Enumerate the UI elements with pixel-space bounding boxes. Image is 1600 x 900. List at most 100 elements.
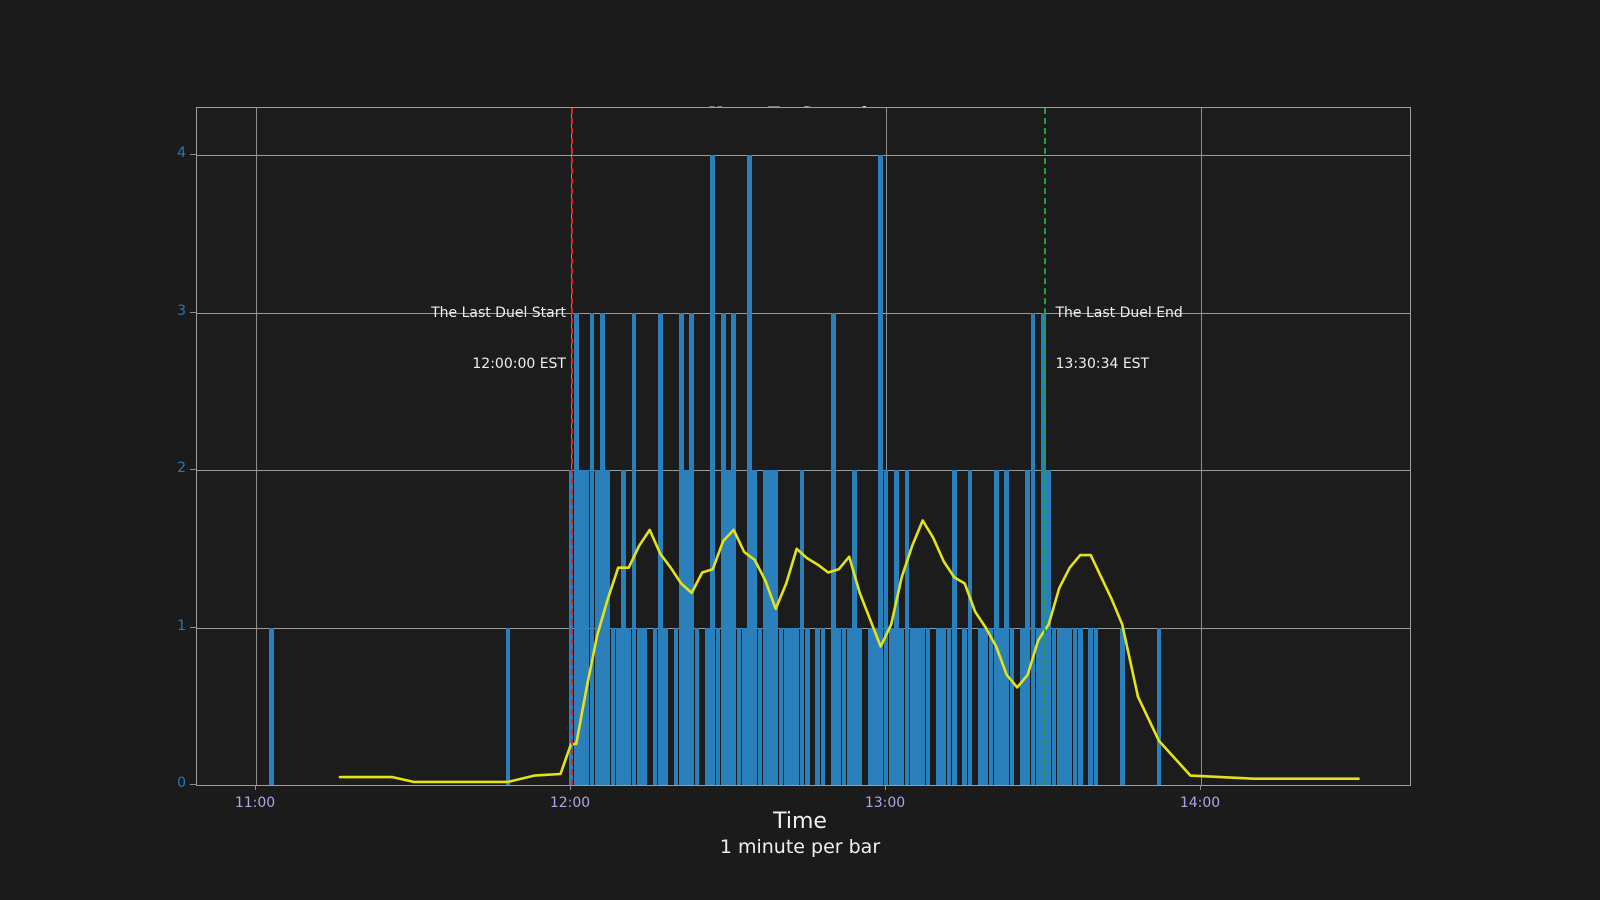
- bar: [1041, 312, 1046, 785]
- x-axis-label-main: Time: [773, 809, 827, 834]
- gridline-x-1100: [256, 108, 257, 785]
- bar: [720, 312, 726, 785]
- bar: [878, 155, 884, 785]
- x-tick-mark-1300: [885, 785, 886, 790]
- bar: [936, 627, 941, 785]
- gridline-x-1300: [886, 108, 887, 785]
- x-tick-mark-1100: [255, 785, 256, 790]
- bar: [946, 627, 952, 785]
- bar: [684, 470, 689, 785]
- bar: [1156, 627, 1162, 785]
- bar: [1056, 627, 1062, 785]
- bar: [1051, 627, 1057, 785]
- bar: [1025, 470, 1031, 785]
- gridline-x-1400: [1201, 108, 1202, 785]
- bar: [831, 312, 836, 785]
- bar: [768, 470, 773, 785]
- bar: [967, 470, 973, 785]
- bar: [904, 470, 910, 785]
- bar: [762, 470, 768, 785]
- bar: [615, 627, 621, 785]
- marker-duel-start: [571, 108, 573, 785]
- y-tick-label-3: 3: [177, 302, 186, 319]
- bar: [1030, 312, 1036, 785]
- bar: [589, 312, 595, 785]
- annotation-duel-end-label: The Last Duel End: [1055, 305, 1183, 321]
- bar: [867, 627, 873, 785]
- bar: [600, 312, 605, 785]
- y-tick-mark-4: [190, 154, 196, 156]
- x-axis-label: Time 1 minute per bar: [0, 809, 1600, 859]
- bar: [1046, 470, 1052, 785]
- bar: [820, 627, 826, 785]
- x-tick-label-1300: 13:00: [864, 795, 906, 811]
- bar: [626, 627, 632, 785]
- bar: [894, 470, 899, 785]
- bar: [631, 312, 637, 785]
- bar: [269, 627, 275, 785]
- bar: [673, 627, 679, 785]
- bar: [731, 312, 737, 785]
- bar: [1119, 627, 1125, 785]
- bar: [1067, 627, 1073, 785]
- bar: [1062, 627, 1067, 785]
- bar: [621, 470, 626, 785]
- annotation-duel-end: The Last Duel End 13:30:34 EST: [1056, 271, 1336, 407]
- bar: [852, 470, 857, 785]
- x-tick-label-1400: 14:00: [1179, 795, 1221, 811]
- plot-area: [196, 107, 1411, 786]
- bar: [605, 470, 611, 785]
- y-tick-label-1: 1: [177, 617, 186, 634]
- bar: [789, 627, 794, 785]
- bar: [505, 627, 511, 785]
- bar: [1009, 627, 1015, 785]
- bar: [747, 155, 752, 785]
- y-tick-mark-2: [190, 469, 196, 471]
- bar: [663, 627, 668, 785]
- bar: [799, 470, 805, 785]
- bar: [752, 470, 758, 785]
- y-tick-mark-0: [190, 784, 196, 785]
- bar: [988, 627, 994, 785]
- bar: [1093, 627, 1099, 785]
- bar: [1004, 470, 1010, 785]
- bar: [1077, 627, 1083, 785]
- bar: [715, 627, 721, 785]
- bar: [678, 312, 684, 785]
- bar: [705, 627, 710, 785]
- x-axis-label-sub: 1 minute per bar: [719, 836, 881, 858]
- y-tick-label-4: 4: [177, 145, 186, 162]
- bar: [888, 627, 894, 785]
- bar: [568, 470, 574, 785]
- annotation-duel-start: The Last Duel Start 12:00:00 EST: [306, 271, 566, 407]
- bar: [899, 627, 905, 785]
- bar: [757, 627, 763, 785]
- annotation-duel-start-label: The Last Duel Start: [431, 305, 566, 321]
- y-tick-label-2: 2: [177, 460, 186, 477]
- bar: [689, 312, 695, 785]
- bar: [1035, 627, 1041, 785]
- y-tick-mark-1: [190, 626, 196, 628]
- bar: [652, 627, 658, 785]
- bar: [726, 470, 731, 785]
- bar: [610, 627, 616, 785]
- bar: [636, 627, 642, 785]
- bar: [920, 627, 926, 785]
- rolling-average-line: [338, 519, 1360, 784]
- bar: [873, 627, 878, 785]
- bar: [1072, 627, 1078, 785]
- bar: [978, 627, 983, 785]
- annotation-duel-start-time: 12:00:00 EST: [472, 356, 566, 372]
- x-tick-label-1100: 11:00: [234, 795, 276, 811]
- bar: [999, 627, 1004, 785]
- bar: [962, 627, 968, 785]
- bar: [594, 470, 600, 785]
- bar: [584, 470, 590, 785]
- bar: [804, 627, 810, 785]
- bar: [794, 627, 800, 785]
- bar: [993, 470, 999, 785]
- annotation-duel-end-time: 13:30:34 EST: [1055, 356, 1150, 372]
- y-tick-label-0: 0: [177, 775, 186, 791]
- gridline-y-3: [197, 312, 1410, 314]
- bar: [579, 470, 584, 785]
